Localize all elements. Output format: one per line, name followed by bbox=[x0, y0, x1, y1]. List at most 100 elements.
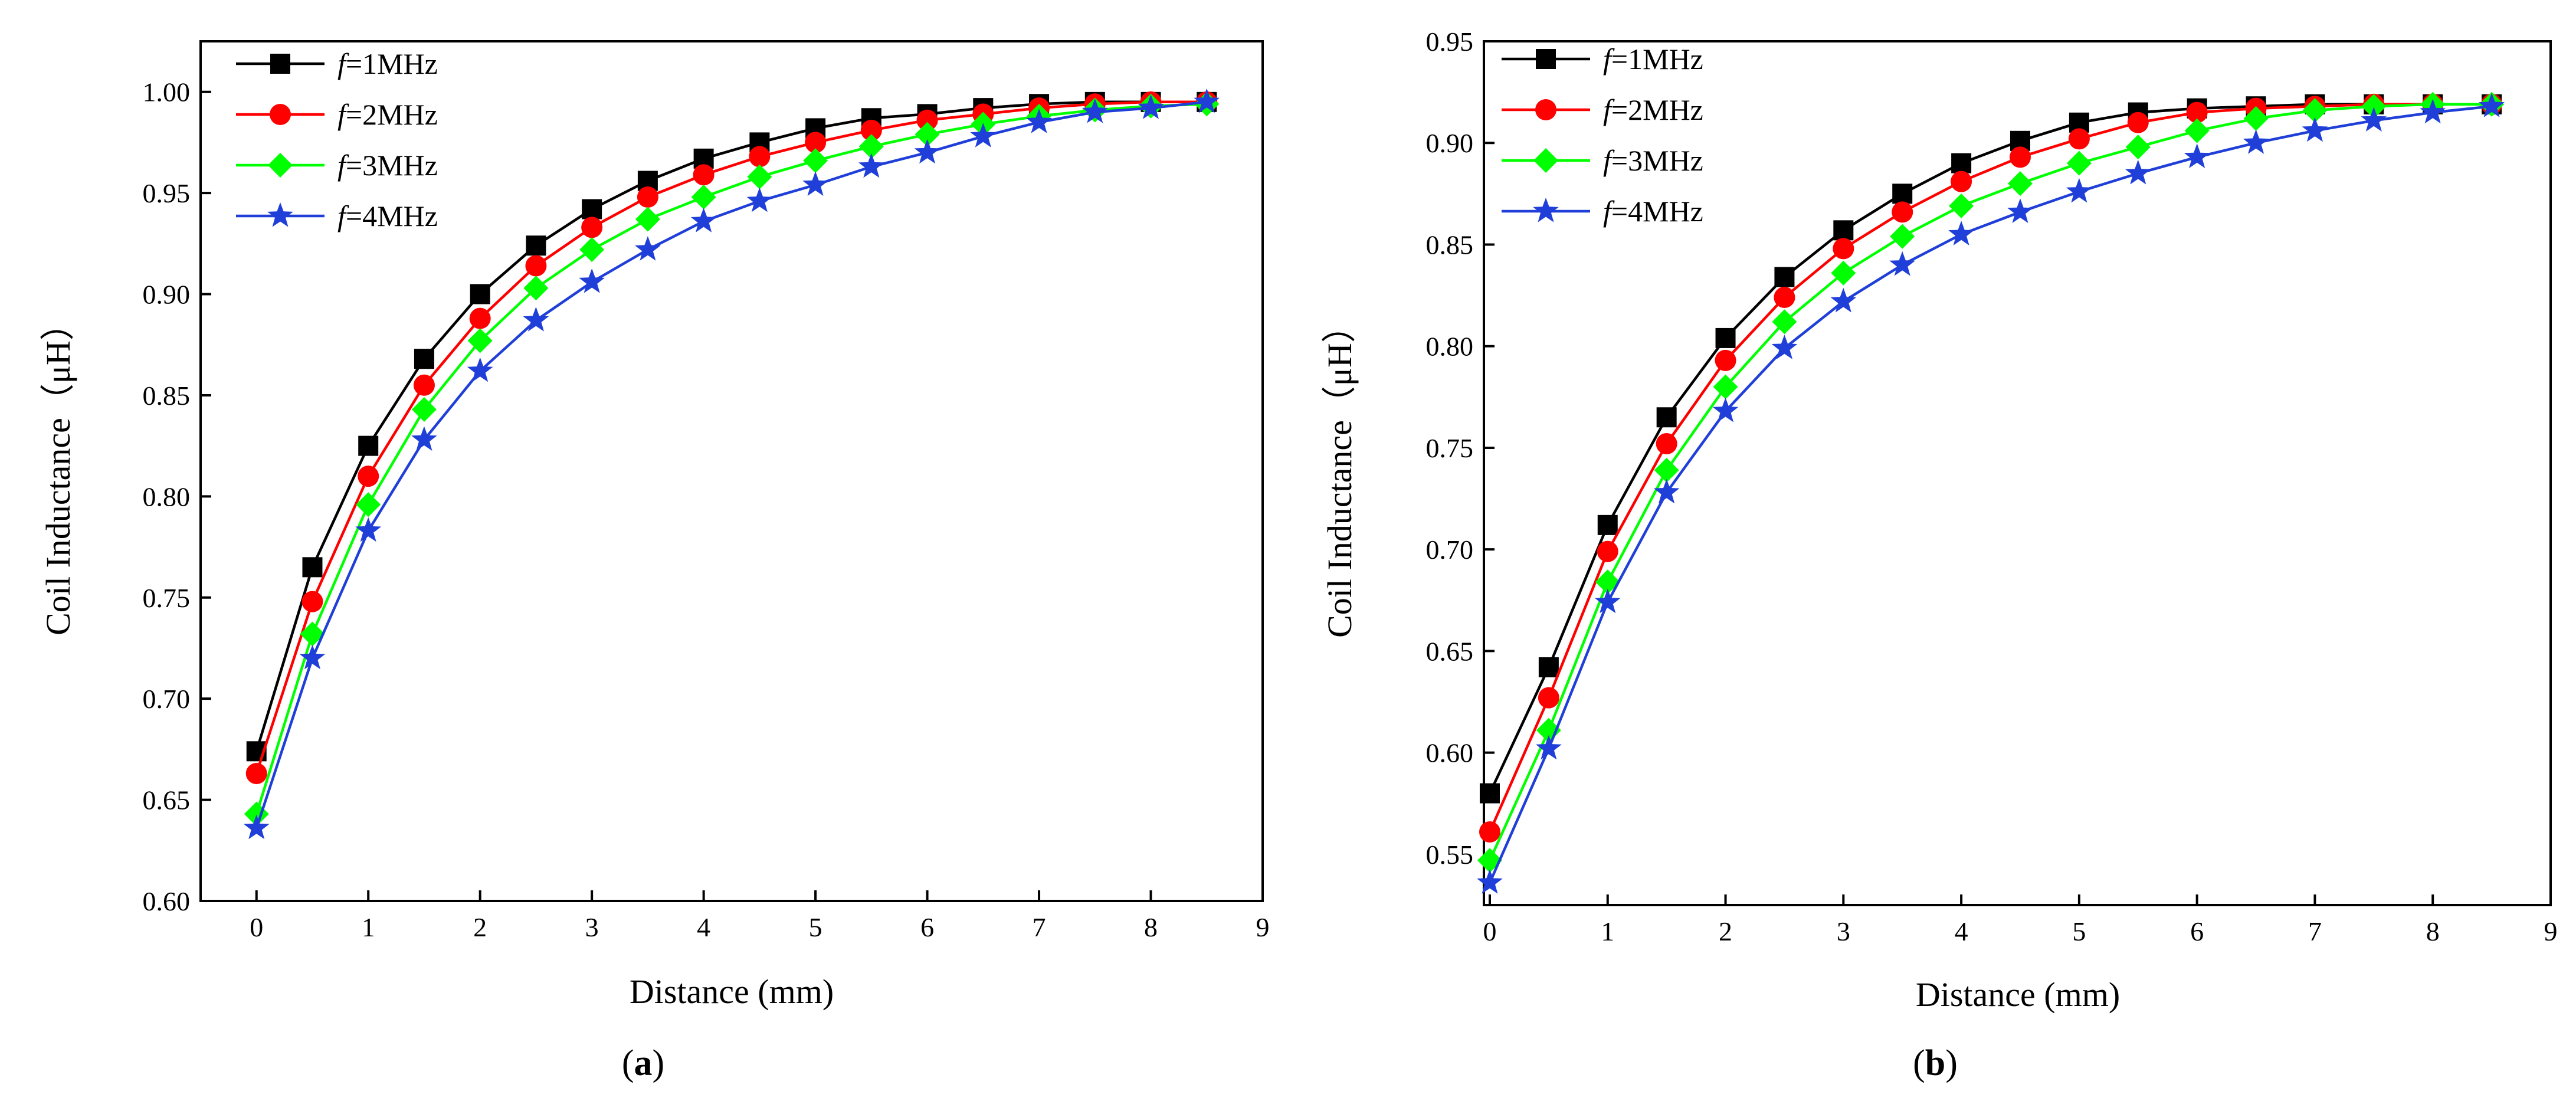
data-point bbox=[1771, 335, 1798, 359]
data-point bbox=[916, 109, 938, 131]
y-tick-label: 0.60 bbox=[143, 886, 191, 916]
data-point bbox=[637, 186, 658, 208]
data-point bbox=[802, 171, 828, 196]
legend-marker bbox=[1535, 99, 1556, 120]
data-point bbox=[1892, 183, 1913, 204]
data-point bbox=[1715, 327, 1736, 348]
data-point bbox=[2184, 143, 2210, 168]
x-tick-label: 1 bbox=[362, 912, 375, 942]
data-point bbox=[747, 164, 772, 189]
data-point bbox=[1656, 407, 1677, 428]
legend-label: f=3MHz bbox=[1603, 144, 1703, 177]
data-point bbox=[635, 207, 660, 232]
data-point bbox=[1026, 109, 1052, 133]
x-axis-title-a: Distance (mm) bbox=[630, 972, 834, 1011]
data-point bbox=[635, 236, 661, 261]
legend-item: f=1MHz bbox=[236, 47, 438, 80]
legend-item: f=1MHz bbox=[1502, 42, 1703, 76]
data-point bbox=[805, 132, 827, 153]
y-tick-label: 0.95 bbox=[1426, 27, 1474, 57]
data-point bbox=[860, 119, 882, 141]
data-point bbox=[1951, 153, 1972, 173]
data-point bbox=[2302, 98, 2328, 123]
data-point bbox=[2009, 146, 2031, 168]
x-tick-label: 9 bbox=[2544, 916, 2558, 946]
y-tick-label: 0.65 bbox=[1426, 636, 1474, 666]
series-circle bbox=[245, 91, 1218, 785]
data-point bbox=[243, 814, 270, 840]
y-tick-label: 0.85 bbox=[143, 381, 191, 411]
legend-a: f=1MHz f=2MHz f=3MHz f=4MHz bbox=[236, 47, 438, 232]
y-tick-label: 0.60 bbox=[1426, 738, 1474, 768]
data-point bbox=[1597, 514, 1618, 535]
data-point bbox=[690, 208, 717, 232]
x-ticks-a: 0 1 2 3 4 5 6 7 8 9 bbox=[250, 890, 1270, 942]
data-point bbox=[803, 148, 828, 173]
data-point bbox=[582, 199, 602, 219]
data-point bbox=[1538, 687, 1559, 709]
data-point bbox=[2068, 128, 2090, 150]
legend-marker bbox=[1536, 49, 1556, 69]
series-a bbox=[243, 88, 1220, 840]
data-point bbox=[581, 217, 603, 238]
data-point bbox=[1772, 309, 1797, 335]
data-point bbox=[1774, 267, 1795, 287]
y-tick-label: 0.75 bbox=[143, 583, 191, 613]
data-point bbox=[1194, 88, 1220, 113]
data-point bbox=[858, 134, 884, 159]
y-ticks-b: 0.55 0.60 0.65 0.70 0.75 0.80 0.85 0.90 0.95 bbox=[1426, 27, 1495, 870]
x-tick-label: 3 bbox=[585, 912, 599, 942]
data-point bbox=[1949, 194, 1974, 219]
data-point bbox=[1653, 479, 1680, 504]
x-tick-label: 9 bbox=[1256, 912, 1270, 942]
data-point bbox=[1830, 287, 1857, 313]
data-point bbox=[355, 517, 382, 542]
data-point bbox=[245, 763, 267, 785]
x-tick-label: 4 bbox=[697, 912, 710, 942]
data-point bbox=[467, 328, 493, 353]
data-point bbox=[300, 621, 325, 647]
legend-item: f=2MHz bbox=[1502, 93, 1703, 126]
data-point bbox=[1712, 397, 1739, 422]
legend-label: f=2MHz bbox=[337, 98, 438, 131]
data-point bbox=[358, 435, 379, 456]
data-point bbox=[2127, 112, 2149, 133]
data-point bbox=[411, 426, 437, 451]
data-point bbox=[411, 396, 437, 422]
x-axis-title-b: Distance (mm) bbox=[1916, 975, 2120, 1014]
data-point bbox=[1479, 821, 1500, 843]
panel-caption-a: (a) bbox=[622, 1043, 664, 1083]
legend-marker bbox=[267, 202, 293, 227]
data-point bbox=[1951, 171, 1972, 192]
legend-item: f=3MHz bbox=[236, 149, 438, 182]
data-point bbox=[1774, 287, 1795, 309]
data-point bbox=[2361, 94, 2387, 119]
legend-b: f=1MHz f=2MHz f=3MHz f=4MHz bbox=[1502, 42, 1703, 228]
legend-label: f=1MHz bbox=[337, 47, 438, 80]
y-axis-title-a: Coil Inductance（μH） bbox=[39, 306, 77, 635]
legend-item: f=2MHz bbox=[236, 98, 438, 131]
data-point bbox=[1594, 588, 1621, 614]
legend-item: f=4MHz bbox=[1502, 195, 1703, 228]
data-point bbox=[1477, 869, 1503, 894]
legend-label: f=4MHz bbox=[337, 199, 438, 232]
y-tick-label: 0.55 bbox=[1426, 840, 1474, 870]
data-point bbox=[414, 349, 434, 369]
legend-marker bbox=[268, 153, 293, 178]
data-point bbox=[299, 644, 326, 670]
x-tick-label: 7 bbox=[1033, 912, 1046, 942]
data-point bbox=[469, 307, 491, 329]
data-point bbox=[1479, 783, 1500, 804]
data-point bbox=[579, 237, 605, 263]
data-point bbox=[579, 268, 605, 293]
data-point bbox=[914, 139, 940, 164]
data-point bbox=[746, 187, 773, 212]
x-tick-label: 7 bbox=[2308, 916, 2322, 946]
data-point bbox=[1892, 201, 1913, 223]
data-point bbox=[1948, 221, 1974, 245]
data-point bbox=[1715, 349, 1736, 371]
data-point bbox=[858, 153, 884, 178]
